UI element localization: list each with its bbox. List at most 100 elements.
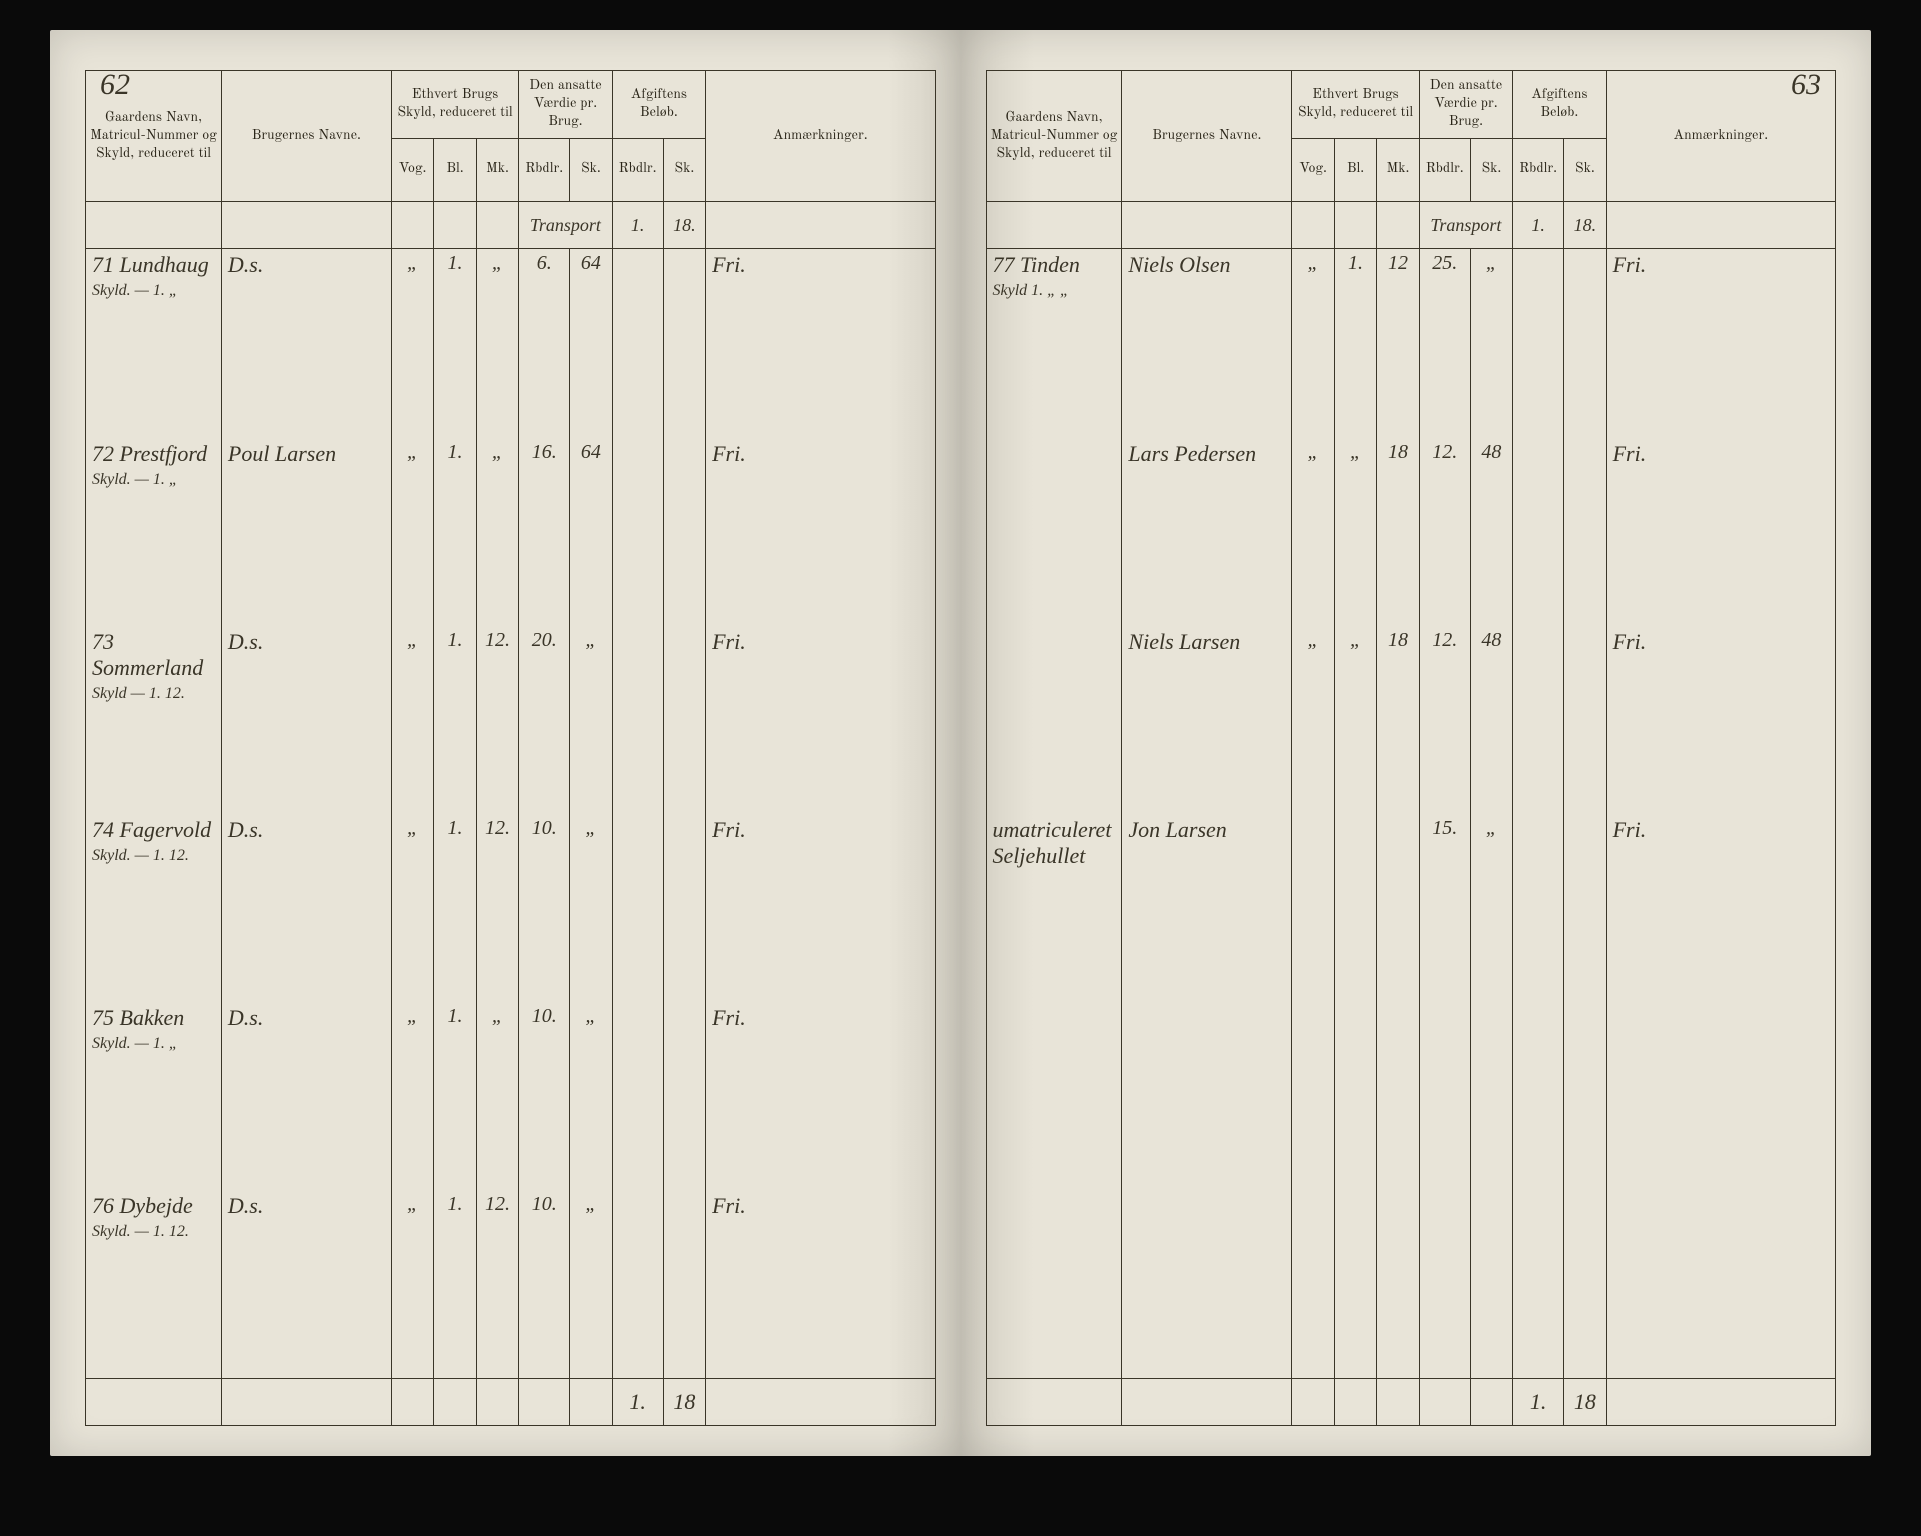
cell-skyld: „ (391, 1002, 433, 1190)
ledger-row: 75 BakkenSkyld. — 1. „D.s.„1.„10.„Fri. (86, 1002, 936, 1190)
cell-afgift (663, 1190, 705, 1379)
cell-afgift (612, 626, 663, 814)
cell-skyld (1377, 1190, 1419, 1379)
cell-anm: Fri. (706, 1002, 935, 1190)
cell-skyld: „ (476, 249, 518, 438)
cell-skyld: 12. (476, 626, 518, 814)
cell-skyld: 1. (434, 249, 476, 438)
header-row: Gaardens Navn, Matricul-Nummer og Skyld,… (986, 71, 1836, 139)
page-number-left: 62 (100, 68, 130, 102)
cell-gaard: 75 BakkenSkyld. — 1. „ (86, 1002, 222, 1190)
ledger-row: 72 PrestfjordSkyld. — 1. „Poul Larsen„1.… (86, 438, 936, 626)
cell-anm: Fri. (706, 249, 935, 438)
cell-bruger: Jon Larsen (1122, 814, 1292, 1002)
cell-bruger: Poul Larsen (221, 438, 391, 626)
cell-skyld (1292, 1002, 1334, 1190)
cell-skyld (1377, 1002, 1419, 1190)
cell-afgift (663, 249, 705, 438)
cell-anm: Fri. (706, 626, 935, 814)
cell-anm: Fri. (706, 438, 935, 626)
cell-vaerdie (1419, 1002, 1470, 1190)
cell-vaerdie: 15. (1419, 814, 1470, 1002)
cell-anm: Fri. (1606, 814, 1835, 1002)
cell-vaerdie: 10. (519, 814, 570, 1002)
cell-afgift (663, 814, 705, 1002)
cell-vaerdie: 48 (1470, 438, 1512, 626)
cell-afgift (1513, 438, 1564, 626)
cell-vaerdie (1470, 1190, 1512, 1379)
transport-label: Transport (1419, 201, 1512, 249)
cell-vaerdie: 48 (1470, 626, 1512, 814)
cell-vaerdie: 12. (1419, 438, 1470, 626)
cell-vaerdie: „ (570, 814, 612, 1002)
cell-gaard (986, 1002, 1122, 1190)
transport-row: Transport 1. 18. (986, 201, 1836, 249)
sub-skyld-3: Mk. (1377, 138, 1419, 201)
cell-afgift (663, 438, 705, 626)
cell-skyld: „ (391, 249, 433, 438)
cell-vaerdie: 25. (1419, 249, 1470, 438)
cell-afgift (1513, 249, 1564, 438)
ledger-row: 74 FagervoldSkyld. — 1. 12.D.s.„1.12.10.… (86, 814, 936, 1002)
transport-row: Transport 1. 18. (86, 201, 936, 249)
sub-afg-1: Rbdlr. (1513, 138, 1564, 201)
footer-row: 1. 18 (86, 1379, 936, 1426)
ledger-row: Niels Larsen„„1812.48Fri. (986, 626, 1836, 814)
book-spread: 62 Gaardens Navn, Matricul-Nummer og Sky… (0, 0, 1921, 1536)
cell-vaerdie: „ (570, 626, 612, 814)
cell-anm (1606, 1190, 1835, 1379)
cell-anm (1606, 1002, 1835, 1190)
ledger-table-right: Gaardens Navn, Matricul-Nummer og Skyld,… (986, 70, 1837, 1426)
cell-skyld (1377, 814, 1419, 1002)
cell-anm: Fri. (1606, 438, 1835, 626)
cell-anm: Fri. (1606, 249, 1835, 438)
cell-vaerdie: „ (1470, 814, 1512, 1002)
cell-bruger (1122, 1002, 1292, 1190)
cell-vaerdie: „ (570, 1002, 612, 1190)
cell-skyld (1334, 814, 1376, 1002)
cell-anm: Fri. (1606, 626, 1835, 814)
header-afgift: Afgiftens Beløb. (612, 71, 705, 139)
cell-vaerdie: 10. (519, 1002, 570, 1190)
cell-skyld: 18 (1377, 626, 1419, 814)
cell-afgift (1513, 814, 1564, 1002)
cell-anm: Fri. (706, 1190, 935, 1379)
footer-afg-1: 1. (612, 1379, 663, 1426)
cell-afgift (1513, 626, 1564, 814)
cell-afgift (612, 1190, 663, 1379)
cell-skyld: „ (476, 438, 518, 626)
cell-vaerdie: 64 (570, 249, 612, 438)
cell-skyld: 1. (1334, 249, 1376, 438)
sub-skyld-3: Mk. (476, 138, 518, 201)
footer-afg-2: 18 (1564, 1379, 1606, 1426)
cell-bruger: Lars Pedersen (1122, 438, 1292, 626)
ledger-row: 77 TindenSkyld 1. „ „Niels Olsen„1.1225.… (986, 249, 1836, 438)
cell-afgift (1564, 814, 1606, 1002)
cell-vaerdie: 12. (1419, 626, 1470, 814)
cell-skyld: 1. (434, 626, 476, 814)
sub-vaer-1: Rbdlr. (519, 138, 570, 201)
cell-gaard: umatriculeret Seljehullet (986, 814, 1122, 1002)
cell-skyld: 12. (476, 1190, 518, 1379)
cell-skyld: 12. (476, 814, 518, 1002)
right-page: 63 Gaardens Navn, Matricul-Nummer og Sky… (961, 30, 1872, 1456)
cell-bruger: D.s. (221, 814, 391, 1002)
sub-vaer-2: Sk. (1470, 138, 1512, 201)
cell-afgift (1564, 438, 1606, 626)
sub-afg-2: Sk. (663, 138, 705, 201)
cell-vaerdie: „ (570, 1190, 612, 1379)
cell-skyld: „ (1292, 626, 1334, 814)
ledger-row: 76 DybejdeSkyld. — 1. 12.D.s.„1.12.10.„F… (86, 1190, 936, 1379)
cell-afgift (612, 814, 663, 1002)
cell-skyld: 1. (434, 1190, 476, 1379)
cell-afgift (612, 249, 663, 438)
sub-skyld-2: Bl. (434, 138, 476, 201)
header-bruger: Brugernes Navne. (221, 71, 391, 202)
cell-afgift (1564, 1190, 1606, 1379)
cell-skyld: 1. (434, 438, 476, 626)
header-vaerdie: Den ansatte Værdie pr. Brug. (519, 71, 612, 139)
cell-bruger: Niels Larsen (1122, 626, 1292, 814)
cell-afgift (612, 1002, 663, 1190)
cell-skyld: 1. (434, 1002, 476, 1190)
header-vaerdie: Den ansatte Værdie pr. Brug. (1419, 71, 1512, 139)
